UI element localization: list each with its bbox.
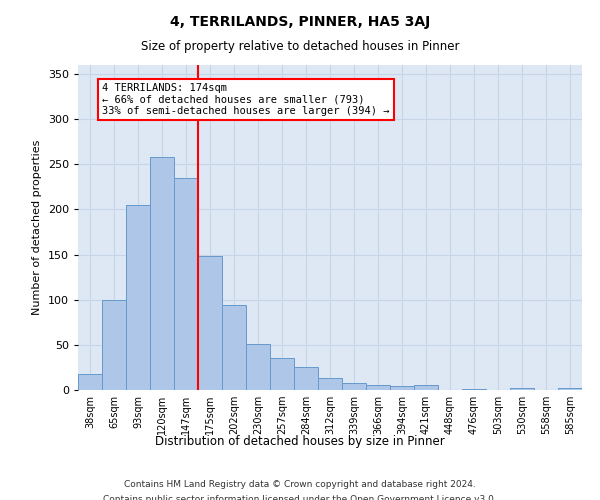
Text: Contains public sector information licensed under the Open Government Licence v3: Contains public sector information licen…: [103, 495, 497, 500]
Text: Distribution of detached houses by size in Pinner: Distribution of detached houses by size …: [155, 435, 445, 448]
Bar: [558, 388, 582, 390]
Text: 4 TERRILANDS: 174sqm
← 66% of detached houses are smaller (793)
33% of semi-deta: 4 TERRILANDS: 174sqm ← 66% of detached h…: [102, 83, 389, 116]
Bar: [318, 378, 342, 390]
Bar: [294, 368, 318, 390]
Bar: [462, 389, 486, 390]
Bar: [414, 386, 438, 390]
Bar: [510, 388, 534, 390]
Bar: [222, 305, 246, 390]
Bar: [366, 384, 390, 390]
Text: Contains HM Land Registry data © Crown copyright and database right 2024.: Contains HM Land Registry data © Crown c…: [124, 480, 476, 489]
Bar: [390, 386, 414, 390]
Bar: [198, 256, 222, 390]
Bar: [78, 374, 102, 390]
Bar: [102, 300, 126, 390]
Bar: [270, 358, 294, 390]
Text: Size of property relative to detached houses in Pinner: Size of property relative to detached ho…: [141, 40, 459, 53]
Y-axis label: Number of detached properties: Number of detached properties: [32, 140, 42, 315]
Bar: [174, 178, 198, 390]
Bar: [126, 205, 150, 390]
Bar: [150, 157, 174, 390]
Bar: [342, 383, 366, 390]
Bar: [246, 344, 270, 390]
Text: 4, TERRILANDS, PINNER, HA5 3AJ: 4, TERRILANDS, PINNER, HA5 3AJ: [170, 15, 430, 29]
